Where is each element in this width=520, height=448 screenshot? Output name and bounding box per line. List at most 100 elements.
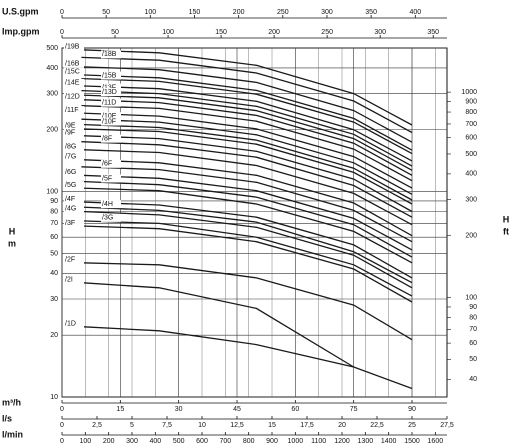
- x-axis-label: m³/h: [2, 397, 21, 407]
- x-tick-label: 400: [149, 438, 161, 445]
- series-label: /4F: [65, 196, 75, 203]
- pump-curve: [81, 99, 413, 176]
- label-bg: [64, 106, 84, 115]
- label-bg: [101, 112, 121, 121]
- x-tick-label: 1600: [428, 438, 444, 445]
- x-tick-label: 15: [116, 406, 124, 413]
- x-axis-label: l/min: [2, 429, 23, 439]
- x-tick-label: 150: [215, 29, 227, 36]
- x-tick-label: 30: [175, 406, 183, 413]
- x-tick-label: 25: [408, 422, 416, 429]
- pump-curve: [81, 56, 413, 134]
- x-tick-label: 150: [189, 9, 201, 16]
- series-label: /6F: [102, 161, 112, 168]
- x-tick-label: 27,5: [440, 422, 454, 429]
- y2-tick-label: 800: [465, 109, 477, 116]
- label-bg: [64, 168, 84, 177]
- x-tick-label: 0: [60, 406, 64, 413]
- x-tick-label: 250: [321, 29, 333, 36]
- series-label: /19B: [65, 44, 80, 51]
- y2-tick-label: 90: [469, 304, 477, 311]
- pump-curve: [81, 112, 413, 189]
- label-bg: [64, 59, 84, 68]
- pump-curve: [81, 159, 413, 237]
- y-tick-label: 70: [50, 220, 58, 227]
- x-tick-label: 60: [291, 406, 299, 413]
- series-label: /5G: [65, 182, 76, 189]
- x-tick-label: 200: [233, 9, 245, 16]
- y-tick-label: 200: [46, 127, 58, 134]
- series-label: /5F: [102, 175, 112, 182]
- x-tick-label: 22,5: [370, 422, 384, 429]
- pump-curve: [81, 149, 413, 226]
- x-tick-label: 5: [130, 422, 134, 429]
- x-tick-label: 100: [162, 29, 174, 36]
- x-tick-label: 45: [233, 406, 241, 413]
- y-tick-label: 80: [50, 208, 58, 215]
- y-tick-label: 30: [50, 296, 58, 303]
- pump-curve: [81, 94, 413, 171]
- label-bg: [64, 142, 84, 151]
- y2-tick-label: 400: [465, 171, 477, 178]
- series-label: /18B: [102, 51, 117, 58]
- x-tick-label: 500: [173, 438, 185, 445]
- x-tick-label: 0: [60, 438, 64, 445]
- series-label: /15B: [102, 72, 117, 79]
- pump-curve: [81, 141, 413, 218]
- y-tick-label: 400: [46, 65, 58, 72]
- y-label: H: [9, 226, 16, 236]
- x-tick-label: 90: [408, 406, 416, 413]
- pump-curve: [81, 85, 413, 162]
- x-tick-label: 0: [60, 29, 64, 36]
- pump-curve: [81, 210, 413, 289]
- label-bg: [101, 134, 121, 143]
- label-bg: [101, 213, 121, 222]
- x-axis-label: Imp.gpm: [2, 26, 40, 36]
- y2-tick-label: 700: [465, 121, 477, 128]
- x-tick-label: 2,5: [92, 422, 102, 429]
- label-bg: [64, 78, 84, 87]
- pump-curve: [81, 74, 413, 151]
- series-label: /12D: [65, 94, 80, 101]
- x-tick-label: 1100: [311, 438, 326, 445]
- x-tick-label: 400: [409, 9, 421, 16]
- y2-tick-label: 1000: [461, 89, 477, 96]
- y-tick-label: 50: [50, 250, 58, 257]
- y2-tick-label: 60: [469, 340, 477, 347]
- series-label: /9E: [65, 123, 76, 130]
- pump-curve: [81, 135, 413, 213]
- y2-unit: ft: [503, 226, 509, 236]
- y2-tick-label: 600: [465, 135, 477, 142]
- series-label: /3F: [65, 220, 75, 227]
- y-tick-label: 500: [46, 45, 58, 52]
- series-label: /8G: [65, 143, 76, 150]
- series-label: /16B: [65, 61, 80, 68]
- label-bg: [101, 88, 121, 97]
- label-bg: [64, 255, 84, 264]
- pump-curve: [81, 66, 413, 143]
- y2-tick-label: 40: [469, 376, 477, 383]
- x-tick-label: 0: [60, 422, 64, 429]
- x-tick-label: 300: [374, 29, 386, 36]
- label-bg: [64, 204, 84, 213]
- x-tick-label: 100: [79, 438, 91, 445]
- x-tick-label: 50: [111, 29, 119, 36]
- pump-curve: [81, 77, 413, 155]
- series-label: /13D: [102, 89, 117, 96]
- label-bg: [64, 67, 84, 76]
- y2-label: H: [503, 214, 510, 224]
- series-label: /2F: [65, 257, 75, 264]
- label-bg: [64, 319, 84, 328]
- x-tick-label: 75: [350, 406, 358, 413]
- label-bg: [101, 83, 121, 92]
- y2-tick-label: 300: [465, 196, 477, 203]
- x-tick-label: 300: [321, 9, 333, 16]
- series-label: /15C: [65, 69, 80, 76]
- pump-curve: [81, 128, 413, 205]
- label-bg: [64, 152, 84, 161]
- pump-curve: [81, 282, 355, 368]
- y-tick-label: 300: [46, 90, 58, 97]
- x-tick-label: 1300: [358, 438, 374, 445]
- pump-curve: [81, 105, 413, 182]
